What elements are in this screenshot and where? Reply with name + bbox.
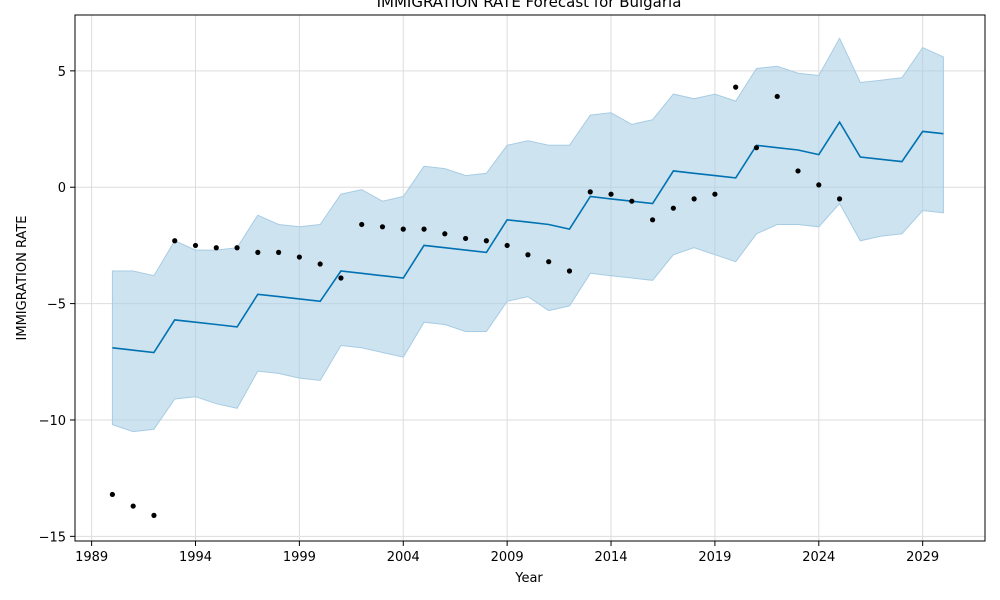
observed-points xyxy=(109,84,843,518)
observed-point xyxy=(151,512,157,518)
observed-point xyxy=(442,231,448,237)
x-tick-label: 2029 xyxy=(906,550,939,565)
observed-point xyxy=(192,242,199,249)
x-tick-label: 2014 xyxy=(594,550,627,565)
observed-point xyxy=(649,217,656,223)
observed-point xyxy=(629,198,635,204)
x-axis-label: Year xyxy=(514,571,543,586)
observed-point xyxy=(566,268,573,274)
observed-point xyxy=(255,249,261,255)
observed-point xyxy=(753,145,760,151)
y-axis-ticks: −15 −10 −5 0 5 xyxy=(39,65,75,545)
observed-point xyxy=(836,196,843,202)
x-tick-label: 2004 xyxy=(387,550,420,565)
observed-point xyxy=(317,261,323,267)
observed-point xyxy=(670,205,676,211)
y-tick-label: 5 xyxy=(58,65,66,80)
observed-point xyxy=(774,93,780,100)
observed-point xyxy=(109,491,115,498)
x-tick-label: 2024 xyxy=(802,550,835,565)
observed-point xyxy=(213,245,219,251)
y-axis-label: IMMIGRATION RATE xyxy=(15,216,30,341)
observed-point xyxy=(795,168,801,174)
y-tick-label: −15 xyxy=(39,530,66,545)
x-tick-label: 2019 xyxy=(698,550,731,565)
observed-point xyxy=(130,503,136,509)
observed-point xyxy=(504,242,510,249)
observed-point xyxy=(172,238,178,244)
y-tick-label: −10 xyxy=(39,414,66,429)
observed-point xyxy=(400,226,406,232)
x-tick-label: 1989 xyxy=(75,550,108,565)
x-tick-label: 2009 xyxy=(491,550,524,565)
forecast-line xyxy=(112,120,944,354)
x-tick-label: 1999 xyxy=(283,550,316,565)
observed-point xyxy=(421,226,427,232)
observed-point xyxy=(379,224,386,230)
observed-point xyxy=(234,245,240,251)
y-tick-label: −5 xyxy=(47,298,66,313)
plot-frame xyxy=(74,14,986,542)
observed-point xyxy=(816,182,822,188)
observed-point xyxy=(483,238,489,244)
observed-point xyxy=(296,254,302,260)
chart-title: IMMIGRATION RATE Forecast for Bulgaria xyxy=(377,0,682,11)
x-tick-label: 1994 xyxy=(179,550,212,565)
observed-point xyxy=(712,191,718,197)
observed-point xyxy=(338,275,344,281)
observed-point xyxy=(462,235,469,242)
observed-point xyxy=(359,221,365,228)
observed-point xyxy=(546,259,552,265)
observed-point xyxy=(608,191,614,197)
observed-point xyxy=(525,252,531,258)
y-tick-label: 0 xyxy=(58,181,66,196)
observed-point xyxy=(733,84,739,90)
uncertainty-band xyxy=(111,37,944,433)
observed-point xyxy=(691,196,697,202)
observed-point xyxy=(276,249,282,255)
observed-point xyxy=(587,189,593,195)
x-axis-ticks: 1989 1994 1999 2004 2009 2014 2019 2024 2029 xyxy=(75,541,939,565)
